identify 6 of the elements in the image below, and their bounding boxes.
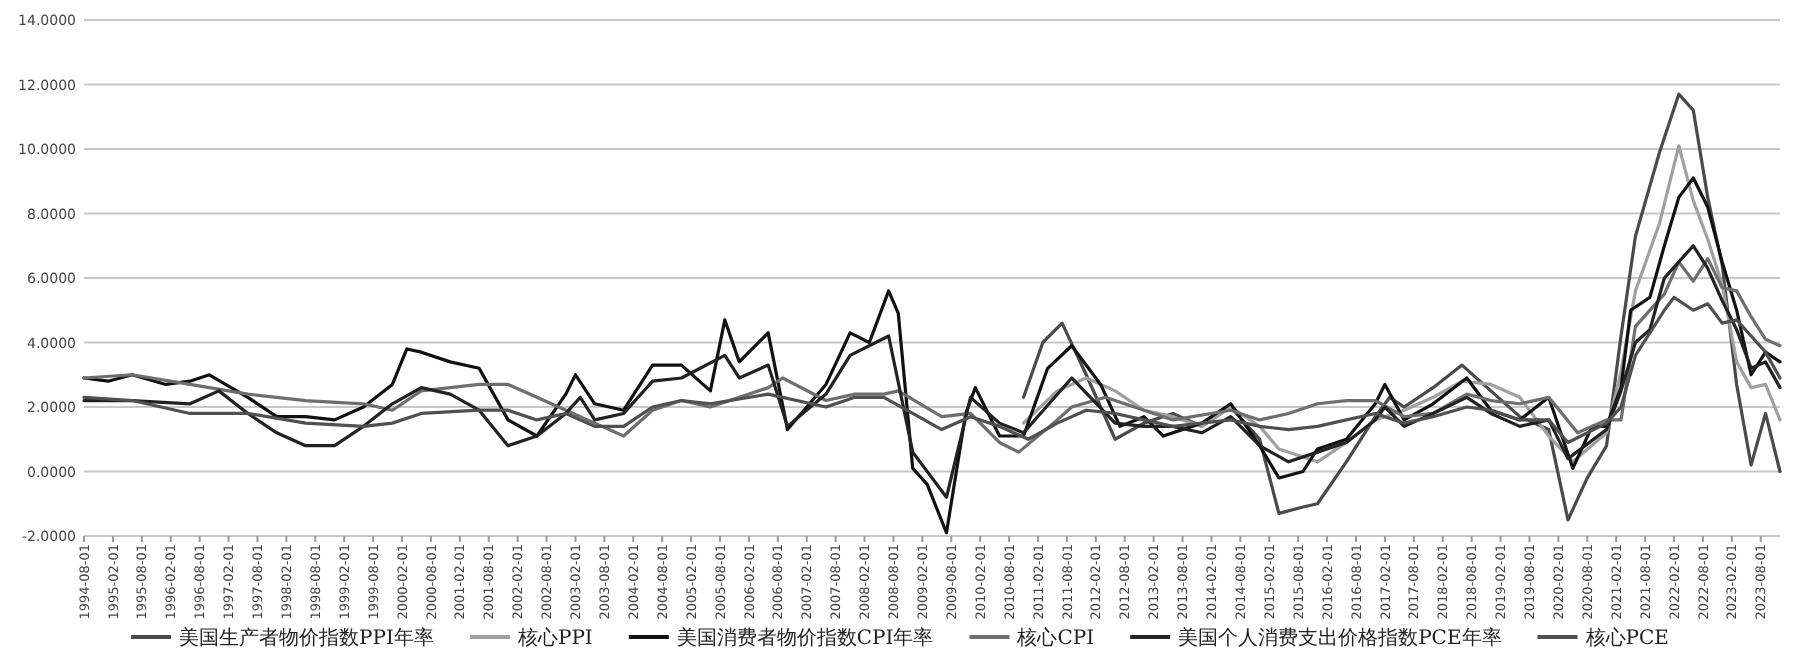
legend-label: 核心PCE <box>1583 626 1669 650</box>
legend-label: 美国个人消费支出价格指数PCE年率 <box>1178 626 1502 650</box>
legend-label: 核心PPI <box>515 626 593 650</box>
legend-label: 美国生产者物价指数PPI年率 <box>179 626 434 650</box>
legend-label: 核心CPI <box>1015 626 1095 650</box>
legend-label: 美国消费者物价指数CPI年率 <box>676 626 934 650</box>
